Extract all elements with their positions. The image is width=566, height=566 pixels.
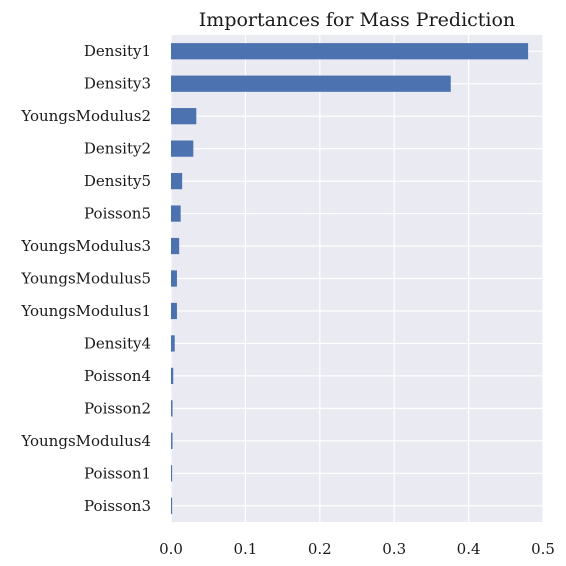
x-tick-label: 0.4 xyxy=(457,540,481,558)
x-tick-label: 0.2 xyxy=(308,540,332,558)
bar-poisson2 xyxy=(171,400,172,416)
bar-poisson5 xyxy=(171,205,181,221)
bar-poisson3 xyxy=(171,498,172,514)
category-label: YoungsModulus5 xyxy=(20,270,151,288)
category-label: Density2 xyxy=(84,140,151,158)
category-label: Poisson5 xyxy=(84,205,151,223)
category-label: Density5 xyxy=(84,172,151,190)
bar-density4 xyxy=(171,335,175,351)
category-label: YoungsModulus3 xyxy=(20,237,151,255)
bar-youngsmodulus3 xyxy=(171,238,179,254)
x-tick-label: 0.0 xyxy=(159,540,183,558)
category-label: Density3 xyxy=(84,75,151,93)
bar-density2 xyxy=(171,141,193,157)
category-label: Poisson2 xyxy=(84,399,151,417)
category-label: Poisson1 xyxy=(84,464,151,482)
category-label: Poisson4 xyxy=(84,367,151,385)
x-tick-label: 0.1 xyxy=(233,540,257,558)
bar-poisson4 xyxy=(171,368,173,384)
bar-density5 xyxy=(171,173,182,189)
category-label: YoungsModulus2 xyxy=(20,107,151,125)
bar-youngsmodulus1 xyxy=(171,303,177,319)
category-labels: Density1 Density3 YoungsModulus2 Density2 De… xyxy=(20,42,151,515)
chart-title: Importances for Mass Prediction xyxy=(199,9,515,31)
category-label: Density4 xyxy=(84,334,151,352)
category-label: Poisson3 xyxy=(84,497,151,515)
bar-density1 xyxy=(171,43,528,59)
bar-poisson1 xyxy=(171,465,172,481)
category-label: YoungsModulus1 xyxy=(20,302,151,320)
x-tick-label: 0.3 xyxy=(382,540,406,558)
x-tick-label: 0.5 xyxy=(531,540,555,558)
category-label: YoungsModulus4 xyxy=(20,432,151,450)
category-label: Density1 xyxy=(84,42,151,60)
bar-youngsmodulus4 xyxy=(171,433,172,449)
bar-youngsmodulus5 xyxy=(171,270,177,286)
bar-youngsmodulus2 xyxy=(171,108,196,124)
bar-density3 xyxy=(171,76,451,92)
x-tick-labels: 0.0 0.1 0.2 0.3 0.4 0.5 xyxy=(159,540,555,558)
